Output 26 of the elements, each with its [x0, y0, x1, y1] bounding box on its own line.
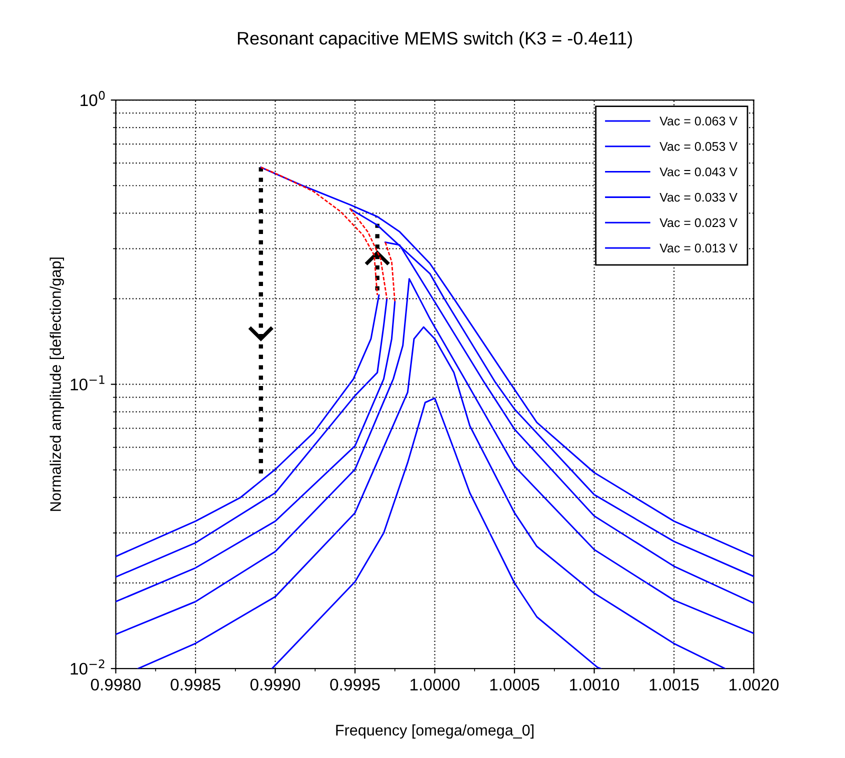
y-tick-label: 10$^{−1}$	[70, 375, 104, 390]
x-tick-label: 0.9980	[90, 678, 141, 691]
y-axis-title: Normalized amplitude [deflection/gap]	[50, 258, 64, 511]
x-tick-label: 0.9985	[170, 678, 220, 691]
x-tick-label: 0.9995	[330, 678, 380, 691]
line-series	[260, 166, 378, 296]
line-series	[350, 208, 388, 300]
chart-title: Resonant capacitive MEMS switch (K3 = -0.4e11)	[238, 31, 632, 48]
x-tick-label: 1.0010	[570, 678, 620, 691]
x-tick-label: 1.0015	[650, 678, 699, 691]
x-tick-label: 1.0005	[490, 678, 540, 691]
legend-label: Vac = 0.023 V	[660, 218, 738, 228]
legend-label: Vac = 0.033 V	[660, 192, 738, 202]
x-tick-label: 0.9990	[250, 678, 300, 691]
line-series	[116, 278, 754, 636]
line-series	[271, 397, 602, 669]
legend-label: Vac = 0.013 V	[660, 244, 738, 252]
x-tick-label: 1.0020	[730, 678, 779, 691]
y-tick-label: 10$^{0}$	[80, 90, 105, 106]
legend-label: Vac = 0.043 V	[660, 167, 738, 176]
y-tick-label: 10$^{−2}$	[70, 659, 104, 675]
line-series	[137, 326, 726, 669]
x-axis-title: Frequency [omega/omega_0]	[336, 724, 534, 739]
legend-label: Vac = 0.063 V	[660, 116, 738, 126]
x-tick-label: 1.0000	[410, 678, 460, 691]
legend-label: Vac = 0.053 V	[660, 142, 738, 151]
